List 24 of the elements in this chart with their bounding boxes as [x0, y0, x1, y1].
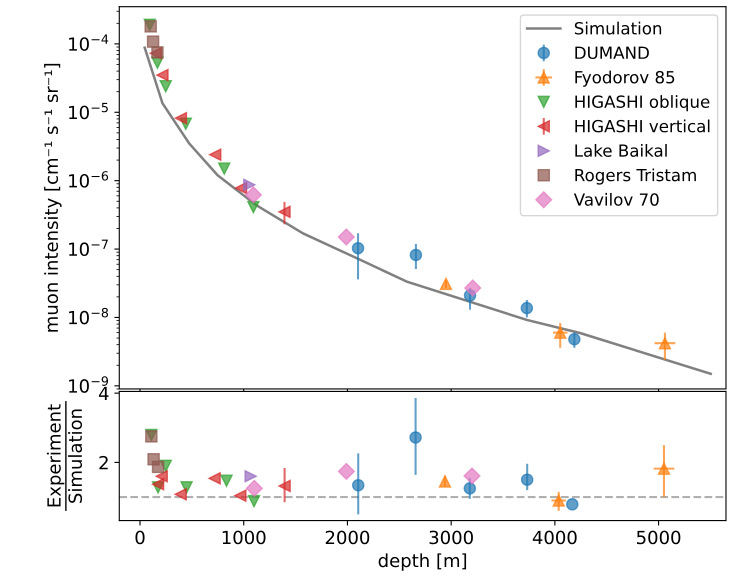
x-axis-title: depth [m]	[378, 553, 466, 571]
text: Simulation	[68, 409, 82, 503]
legend-label: HIGASHI oblique	[575, 95, 710, 112]
text: Experiment	[46, 404, 64, 506]
y-tick-label: 10$^{−7}$	[69, 240, 108, 256]
y-axis-title: muon intensity [cm⁻¹ s⁻¹ sr⁻¹]	[44, 64, 62, 332]
legend-label: Lake Baikal	[575, 144, 667, 157]
legend-label: Rogers Tristam	[575, 168, 696, 185]
legend-label: Fyodorov 85	[575, 70, 674, 87]
legend-label: Simulation	[574, 22, 662, 35]
legend-label: DUMAND	[575, 46, 649, 60]
y-tick-label: 10$^{−8}$	[69, 308, 108, 324]
legend-label: HIGASHI vertical	[575, 120, 710, 132]
y-tick-label: 2	[99, 456, 108, 470]
legend-label: Vavilov 70	[574, 192, 659, 206]
y-tick-label: 10$^{−5}$	[69, 102, 108, 120]
x-tick-label: 0	[135, 530, 145, 544]
y-tick-label: 10$^{−6}$	[69, 171, 108, 188]
x-tick-label: 5000	[636, 530, 680, 544]
x-tick-label: 4000	[532, 530, 577, 544]
y-tick-label: 10$^{−4}$	[69, 34, 108, 51]
x-tick-label: 2000	[326, 530, 370, 544]
x-tick-label: 3000	[430, 530, 473, 544]
x-tick-label: 1000	[222, 530, 266, 544]
